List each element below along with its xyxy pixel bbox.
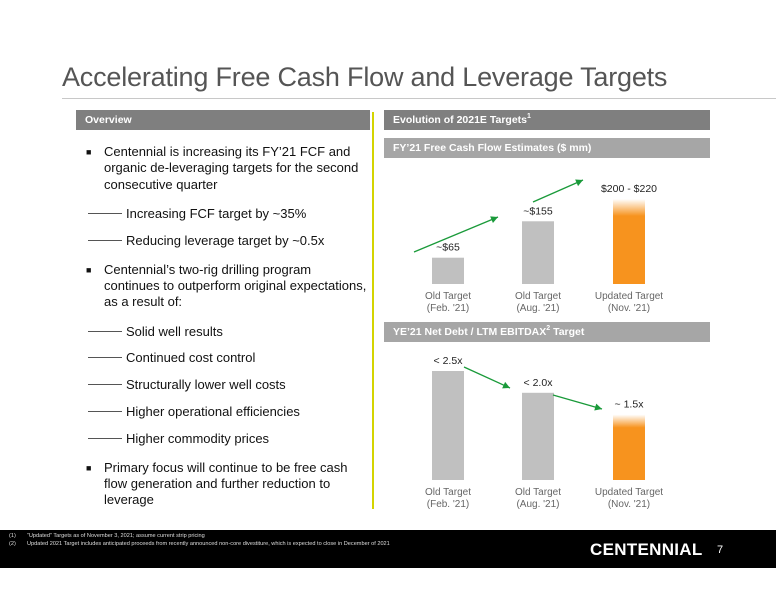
sub-bullet-text: Continued cost control — [126, 350, 256, 366]
column-divider — [372, 112, 374, 509]
sub-bullet-text: Higher operational efficiencies — [126, 403, 300, 419]
bar — [522, 221, 554, 284]
tick-label: (Nov. '21) — [608, 303, 650, 314]
bullet-text: Centennial’s two-rig drilling program co… — [104, 261, 367, 310]
overview-header: Overview — [76, 110, 370, 130]
bullet-marker-icon: ■ — [86, 462, 92, 473]
sub-bullet-item: Reducing leverage target by ~0.5x — [88, 233, 370, 249]
company-logo: CENTENNIAL — [590, 540, 703, 559]
bullet-item: ■ Primary focus will continue to be free … — [86, 459, 370, 509]
data-label: < 2.0x — [524, 377, 554, 389]
sub-bullet-item: Solid well results — [88, 324, 370, 340]
tick-label: Old Target — [515, 291, 561, 302]
trend-arrow-head — [502, 381, 510, 389]
leverage-header-tail: Target — [550, 326, 585, 338]
sub-bullet-item: Higher operational efficiencies — [88, 404, 370, 420]
tick-label: (Feb. '21) — [427, 303, 469, 314]
bullet-item: ■ Centennial is increasing its FY’21 FCF … — [86, 144, 370, 193]
evolution-header-text: Evolution of 2021E Targets — [393, 114, 528, 126]
dash-marker-icon — [88, 239, 122, 241]
sub-bullet-text: Increasing FCF target by ~35% — [126, 205, 307, 221]
leverage-header-footnote: 2 — [546, 325, 551, 332]
evolution-header: Evolution of 2021E Targets1 — [384, 110, 710, 130]
bar — [522, 392, 554, 480]
bullet-item: ■ Centennial’s two-rig drilling program c… — [86, 261, 370, 311]
footnote-number: (2) — [9, 541, 16, 547]
sub-bullet-item: Higher commodity prices — [88, 431, 370, 447]
bar — [613, 414, 645, 480]
fcf-chart-header: FY’21 Free Cash Flow Estimates ($ mm) — [384, 138, 710, 158]
sub-bullet-text: Structurally lower well costs — [126, 377, 286, 393]
tick-label: Old Target — [425, 291, 471, 302]
page-number: 7 — [717, 544, 724, 556]
evolution-header-footnote: 1 — [527, 113, 531, 120]
footnote-text: “Updated” Targets as of November 3, 2021… — [27, 533, 205, 539]
sub-bullet-text: Higher commodity prices — [126, 430, 270, 446]
dash-marker-icon — [88, 330, 122, 332]
dash-marker-icon — [88, 212, 122, 214]
data-label: < 2.5x — [434, 355, 464, 367]
footnote-text: Updated 2021 Target includes anticipated… — [27, 541, 390, 547]
tick-label: (Nov. '21) — [608, 499, 650, 510]
data-label: ~ 1.5x — [615, 399, 645, 411]
bar — [613, 199, 645, 284]
tick-label: (Aug. '21) — [516, 499, 559, 510]
tick-label: Old Target — [515, 487, 561, 498]
tick-label: (Feb. '21) — [427, 499, 469, 510]
data-label: $200 - $220 — [601, 183, 657, 195]
tick-label: Old Target — [425, 487, 471, 498]
trend-arrow-head — [490, 216, 498, 224]
trend-arrow-line — [413, 216, 499, 253]
tick-label: Updated Target — [595, 291, 663, 302]
title-divider — [62, 98, 776, 99]
footer-bar: (1) “Updated” Targets as of November 3, 2… — [0, 530, 776, 568]
trend-arrow-line — [552, 394, 603, 410]
sub-bullet-item: Structurally lower well costs — [88, 377, 370, 393]
footnote-number: (1) — [9, 533, 16, 539]
footnote-1: (1) “Updated” Targets as of November 3, 2… — [9, 533, 205, 539]
dash-marker-icon — [88, 357, 122, 359]
page-title: Accelerating Free Cash Flow and Leverage… — [62, 62, 668, 92]
bullet-text: Primary focus will continue to be free c… — [104, 459, 348, 508]
trend-arrow-line — [463, 366, 511, 389]
dash-marker-icon — [88, 410, 122, 412]
trend-arrow-head — [575, 179, 583, 187]
dash-marker-icon — [88, 437, 122, 439]
bar — [432, 257, 464, 284]
sub-bullet-text: Reducing leverage target by ~0.5x — [126, 232, 325, 248]
sub-bullet-item: Increasing FCF target by ~35% — [88, 206, 370, 222]
trend-arrow-head — [594, 403, 602, 411]
sub-bullet-item: Continued cost control — [88, 350, 370, 366]
bullet-marker-icon: ■ — [86, 147, 92, 157]
trend-arrow-line — [532, 179, 584, 203]
bullet-marker-icon: ■ — [86, 264, 92, 275]
dash-marker-icon — [88, 384, 122, 386]
data-label: ~$65 — [436, 242, 460, 254]
leverage-chart-header: YE’21 Net Debt / LTM EBITDAX2 Target — [384, 322, 710, 342]
data-label: ~$155 — [523, 205, 553, 217]
bar — [432, 371, 464, 480]
sub-bullet-text: Solid well results — [126, 323, 223, 339]
leverage-header-text: YE’21 Net Debt / LTM EBITDAX — [393, 326, 547, 338]
bullet-text: Centennial is increasing its FY’21 FCF a… — [104, 144, 359, 192]
tick-label: Updated Target — [595, 487, 663, 498]
footnote-2: (2) Updated 2021 Target includes anticipa… — [9, 541, 390, 547]
tick-label: (Aug. '21) — [516, 303, 559, 314]
overview-bullets: ■ Centennial is increasing its FY’21 FCF … — [86, 144, 370, 522]
